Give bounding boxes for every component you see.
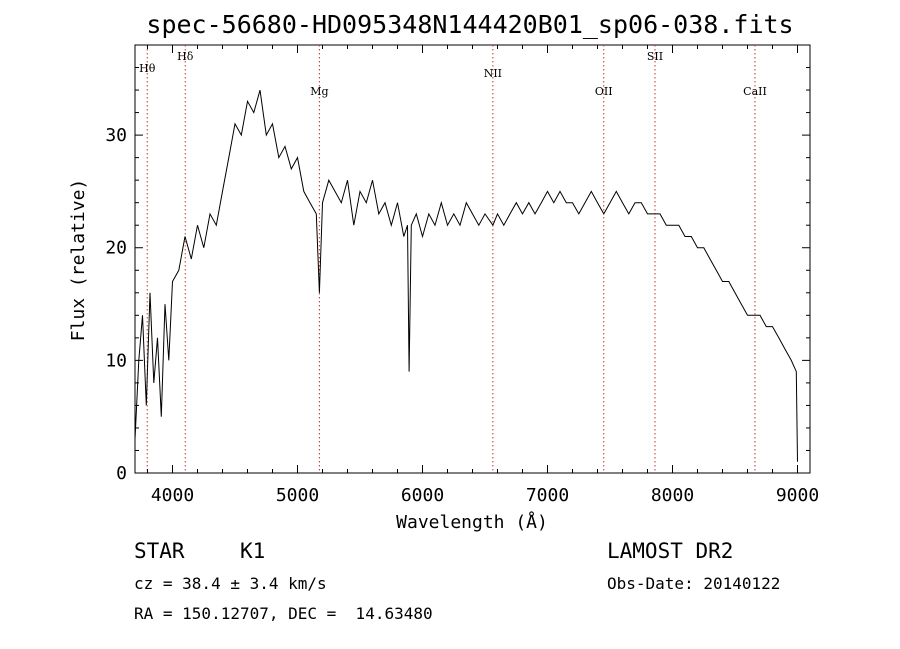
- spectral-line-label: Hθ: [139, 62, 156, 75]
- y-tick-label: 20: [105, 238, 127, 259]
- x-axis-ticks: 4000 5000 6000 7000 8000 9000: [147, 45, 819, 506]
- observation-date: Obs-Date: 20140122: [607, 574, 781, 593]
- spectral-line-markers: Hθ Hδ Mg NII OII SII CaII: [139, 45, 767, 473]
- x-tick-label: 5000: [276, 485, 319, 506]
- y-axis-ticks: 0 10 20 30: [105, 67, 810, 484]
- spectral-line-label: OII: [595, 85, 613, 98]
- spectral-line-label: SII: [647, 50, 663, 63]
- ra-dec-coordinates: RA = 150.12707, DEC = 14.63480: [134, 604, 433, 623]
- y-tick-label: 0: [116, 463, 127, 484]
- plot-area: Hθ Hδ Mg NII OII SII CaII 4000 5000 6000 7000 8000…: [105, 44, 819, 506]
- x-tick-label: 7000: [526, 485, 569, 506]
- spectral-line-label: Hδ: [177, 50, 194, 63]
- spectral-line-label: CaII: [743, 85, 767, 98]
- object-subclass: K1: [240, 539, 266, 563]
- redshift-cz: cz = 38.4 ± 3.4 km/s: [134, 574, 327, 593]
- x-tick-label: 4000: [151, 485, 194, 506]
- object-class: STAR: [134, 539, 185, 563]
- y-axis-label: Flux (relative): [68, 179, 89, 342]
- y-tick-label: 30: [105, 125, 127, 146]
- spectral-line-label: Mg: [310, 85, 328, 98]
- chart-title: spec-56680-HD095348N144420B01_sp06-038.f…: [146, 10, 793, 39]
- x-axis-label: Wavelength (Å): [396, 511, 548, 533]
- spectral-line-label: NII: [484, 67, 502, 80]
- x-tick-label: 9000: [776, 485, 819, 506]
- x-tick-label: 8000: [651, 485, 694, 506]
- y-tick-label: 10: [105, 350, 127, 371]
- x-tick-label: 6000: [401, 485, 444, 506]
- spectrum-series-line: [134, 89, 798, 462]
- plot-frame: [134, 44, 811, 474]
- survey-name: LAMOST DR2: [607, 539, 734, 563]
